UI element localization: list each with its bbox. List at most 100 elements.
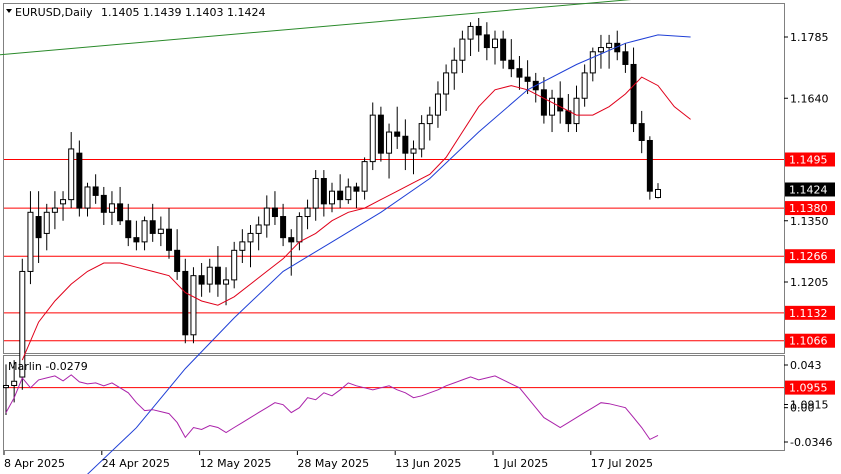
- candle-body: [597, 47, 604, 53]
- marlin-tick-label: 0.00: [790, 402, 815, 415]
- candle-body: [492, 38, 498, 49]
- candle-body: [329, 190, 335, 205]
- price-tick-label: 1.1785: [790, 31, 829, 44]
- collapse-triangle-icon[interactable]: [6, 9, 12, 13]
- candle: [573, 85, 580, 133]
- candle-body: [166, 228, 172, 251]
- candles: [3, 17, 661, 416]
- candle-body: [43, 211, 50, 234]
- candle-body: [418, 123, 425, 150]
- level-price-label: 1.1266: [789, 250, 828, 263]
- candle: [589, 47, 596, 82]
- candle: [133, 220, 140, 251]
- candle-body: [320, 178, 327, 205]
- candle: [467, 22, 474, 57]
- candle-body: [606, 42, 613, 49]
- candle: [157, 216, 164, 247]
- candle-body: [76, 152, 83, 209]
- candle: [320, 170, 327, 217]
- candle: [597, 34, 604, 69]
- candle: [255, 216, 262, 251]
- candle: [166, 208, 172, 259]
- candle-body: [361, 161, 368, 192]
- candle-body: [483, 34, 490, 49]
- candle-body: [214, 266, 221, 285]
- candle-body: [271, 207, 278, 218]
- last-price-marker: 1.1424: [785, 182, 835, 197]
- red-moving-average: [21, 76, 691, 361]
- candle-body: [475, 25, 482, 36]
- candle-body: [117, 203, 124, 222]
- time-axis: 8 Apr 2025 24 Apr 2025 12 May 2025 28 May 2…: [3, 451, 653, 470]
- candle: [43, 203, 50, 251]
- candle-body: [51, 207, 58, 213]
- candle: [125, 203, 132, 247]
- candle: [19, 258, 26, 390]
- candle-body: [60, 199, 67, 205]
- price-panel: [3, 3, 785, 354]
- marlin-tick-label: 0.043: [790, 359, 822, 372]
- time-tick-label: 17 Jul 2025: [591, 457, 653, 470]
- candle-body: [296, 216, 303, 243]
- candle-body: [157, 228, 164, 234]
- candle: [434, 81, 441, 128]
- candle-body: [198, 275, 205, 285]
- candle: [51, 191, 58, 230]
- candle-body: [369, 114, 376, 163]
- trend-line-segment[interactable]: [0, 0, 797, 56]
- candle: [638, 110, 645, 154]
- level-price-box: [785, 305, 835, 320]
- candle: [35, 191, 42, 263]
- candle: [198, 262, 205, 297]
- candle-body: [589, 51, 596, 74]
- candle-body: [524, 76, 531, 82]
- candle-body: [100, 194, 107, 213]
- candle-body: [288, 237, 295, 243]
- symbol-label: EURUSD,Daily: [15, 6, 93, 19]
- candle-body: [108, 203, 115, 213]
- candle: [508, 39, 515, 78]
- candle: [426, 106, 433, 141]
- candle: [288, 229, 295, 276]
- level-price-box: [785, 249, 835, 264]
- candle: [475, 17, 482, 52]
- candle-body: [386, 131, 393, 154]
- candle: [402, 119, 409, 171]
- candle: [68, 132, 75, 209]
- level-price-box: [785, 152, 835, 167]
- candle-body: [149, 220, 156, 234]
- candle: [100, 186, 107, 225]
- candle-body: [402, 135, 409, 154]
- candle-body: [516, 68, 523, 78]
- candle: [622, 43, 629, 73]
- price-tick-label: 1.1350: [790, 215, 829, 228]
- candle-body: [304, 207, 311, 218]
- candle-body: [426, 114, 433, 125]
- candle: [84, 182, 91, 217]
- candle-body: [377, 114, 384, 154]
- candle-body: [125, 220, 132, 239]
- marlin-label: Marlin -0.0279: [8, 360, 88, 373]
- level-price-label: 1.1380: [789, 202, 828, 215]
- candle: [223, 267, 230, 306]
- candle-body: [84, 186, 91, 209]
- candle: [304, 199, 311, 230]
- time-tick-label: 24 Apr 2025: [102, 457, 170, 470]
- time-tick-label: 12 May 2025: [200, 457, 272, 470]
- level-price-box: [785, 201, 835, 216]
- candle: [11, 360, 18, 403]
- candle-body: [353, 186, 360, 192]
- candle: [247, 224, 254, 268]
- price-axis: 1.1785 1.1640 1.1350 1.1205 1.0915: [784, 31, 829, 412]
- marlin-tick-label: -0.0346: [790, 436, 832, 449]
- candle: [271, 191, 278, 225]
- candle-body: [27, 211, 34, 272]
- candle: [606, 34, 613, 69]
- candle-body: [133, 237, 140, 243]
- candle: [92, 174, 99, 204]
- candle: [394, 106, 401, 149]
- candle-body: [190, 275, 197, 336]
- candle: [280, 203, 287, 247]
